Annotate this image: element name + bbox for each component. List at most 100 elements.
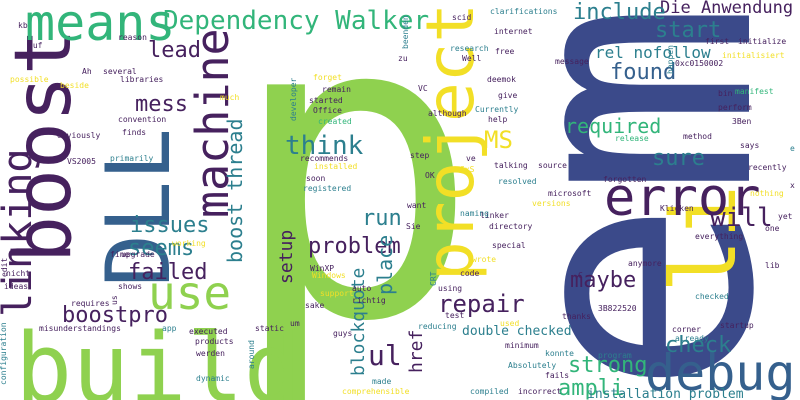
word-c: C [578, 271, 583, 280]
word-sure: sure [652, 146, 705, 171]
word-found: found [610, 60, 677, 85]
word-first: first [705, 37, 730, 46]
word-reason: reason [118, 33, 147, 42]
word-created: created [318, 117, 352, 126]
word-registered: registered [303, 184, 352, 193]
word-setup: setup [276, 229, 297, 284]
word-installation-problem: installation problem [587, 387, 744, 400]
word-werden: werden [196, 349, 225, 358]
word-winxp: WinXP [310, 264, 335, 273]
word-sake: sake [305, 301, 325, 310]
word-program: program [598, 351, 632, 360]
word-made: made [372, 377, 392, 386]
word-sie: Sie [406, 222, 421, 231]
word-resolved: resolved [498, 177, 537, 186]
word-boost-thread: boost thread [223, 118, 247, 264]
word-support: support [320, 289, 354, 298]
word-ms: MS [484, 126, 513, 154]
word-directory: directory [489, 222, 533, 231]
word-much: much [220, 93, 240, 102]
word-research: research [450, 44, 489, 53]
word-richtig: richtig [352, 296, 386, 305]
word-several: several [103, 67, 137, 76]
word-auf: auf [28, 41, 43, 50]
word-started: started [309, 96, 343, 105]
word-give: give [498, 91, 518, 100]
word-already: already [675, 334, 709, 343]
word-dynamic: dynamic [196, 374, 230, 383]
word-lead: lead [148, 38, 201, 63]
word-vs2005: VS2005 [67, 157, 96, 166]
word-nicht: nicht [6, 269, 31, 278]
word-use: use [148, 266, 232, 320]
word-nothing: nothing [750, 189, 784, 198]
word-crt: CRT [429, 271, 438, 286]
word-beside: beside [60, 81, 89, 90]
word-requires: requires [71, 299, 110, 308]
word-yet: yet [778, 212, 793, 221]
word-around: around [247, 340, 256, 369]
word-corner: corner [672, 325, 701, 334]
word-scid: scid [452, 13, 472, 22]
word-initialisiert: initialisiert [722, 51, 785, 60]
word-static: static [255, 324, 284, 333]
word-p: p [228, 0, 481, 400]
word-ah: Ah [82, 67, 92, 76]
word-executed: executed [189, 327, 228, 336]
word-says: says [740, 141, 760, 150]
word-forget: forget [313, 73, 342, 82]
word-ul: ul [368, 339, 402, 372]
word-rel-nofollow: rel nofollow [595, 43, 711, 62]
word-fails: fails [545, 371, 570, 380]
word-3b822520: 3B822520 [598, 304, 637, 313]
word-release: release [615, 134, 649, 143]
word-e: e [790, 144, 795, 153]
word-mess: mess [135, 92, 188, 117]
word-compiled: compiled [470, 387, 509, 396]
word-although: although [428, 109, 467, 118]
word-test: test [445, 311, 465, 320]
word-shows: shows [118, 282, 143, 291]
word-fine: fine [110, 250, 130, 259]
word-currently: Currently [475, 105, 519, 114]
word-konnte: konnte [545, 349, 574, 358]
word-die-anwendung: Die Anwendung [660, 0, 794, 18]
word-step: step [410, 151, 430, 160]
word-failed: failed [128, 260, 208, 285]
word-clarifications: clarifications [490, 7, 558, 16]
word-3ben: 3Ben [732, 117, 752, 126]
word-products: products [195, 337, 234, 346]
word-sxs: SxS [460, 165, 475, 174]
word-finds: finds [122, 128, 147, 137]
word-well: Well [462, 54, 482, 63]
word-incorrect: incorrect [518, 387, 562, 396]
word-start: start [655, 18, 722, 43]
word-maybe: maybe [570, 268, 637, 293]
word-means: means [25, 0, 176, 52]
word-working: working [172, 239, 206, 248]
word-upgrade: upgrade [121, 250, 155, 259]
word-initialize: initialize [738, 37, 787, 46]
word-will: will [710, 203, 773, 233]
word-beenden: beenden [401, 15, 410, 49]
word-debug: debug [645, 344, 796, 400]
word-href: href [406, 329, 427, 373]
word-method: method [683, 132, 712, 141]
word-check: check [665, 333, 732, 358]
word-app: app [162, 324, 177, 333]
word-ampli: ampli [558, 376, 625, 400]
word-manifest: manifest [735, 87, 774, 96]
word-us: us [110, 295, 119, 305]
word-linking: linking [0, 148, 41, 317]
word-convention: convention [118, 115, 167, 124]
word-wrote: wrote [472, 255, 497, 264]
word-auto: auto [352, 284, 372, 293]
word-talking: talking [494, 161, 528, 170]
word-deemok: deemok [487, 75, 516, 84]
word-internet: internet [494, 27, 533, 36]
word-include: include [573, 0, 666, 25]
word-build: build [15, 314, 301, 400]
word-boostpro: boostpro [62, 303, 168, 328]
word-libraries: libraries [120, 75, 164, 84]
word-everything: everything [695, 232, 744, 241]
